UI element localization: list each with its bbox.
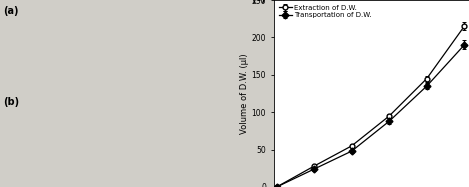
Legend: Extraction of D.W., Transportation of D.W.: Extraction of D.W., Transportation of D.… bbox=[278, 4, 373, 20]
Y-axis label: Volume of D.W. (μl): Volume of D.W. (μl) bbox=[240, 53, 249, 134]
Text: (b): (b) bbox=[3, 97, 19, 107]
Text: (a): (a) bbox=[3, 6, 18, 16]
Text: (c): (c) bbox=[251, 0, 265, 2]
